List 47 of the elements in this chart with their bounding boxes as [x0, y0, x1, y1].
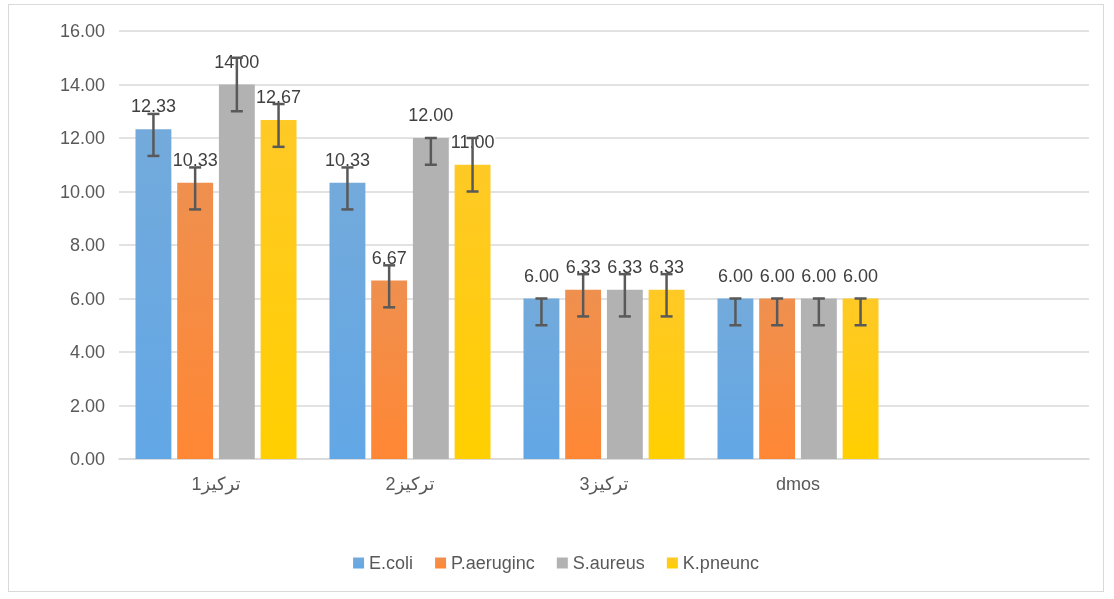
data-label: 6.00	[759, 265, 795, 286]
data-label: 6.00	[843, 265, 879, 286]
data-label: 6.33	[565, 256, 601, 277]
data-label: 6.67	[371, 247, 407, 268]
x-tick-label: تركيز1	[191, 474, 241, 495]
x-tick-label: dmos	[775, 474, 821, 494]
bar	[454, 164, 491, 459]
bar	[606, 289, 643, 459]
x-tick-label: تركيز2	[385, 474, 435, 495]
legend-label: P.aeruginc	[451, 553, 535, 573]
data-label: 12.33	[130, 96, 176, 117]
data-label: 12.67	[256, 87, 302, 108]
y-tick-label: 6.00	[69, 288, 105, 309]
x-tick-label: تركيز3	[579, 474, 629, 495]
bar	[648, 289, 685, 459]
bar	[260, 120, 297, 459]
bar	[135, 129, 172, 459]
bar	[800, 298, 837, 459]
bar	[759, 298, 796, 459]
bar	[329, 182, 366, 459]
bar	[177, 182, 214, 459]
bar	[218, 84, 255, 459]
data-label: 12.00	[408, 105, 454, 125]
y-tick-label: 16.00	[59, 21, 105, 41]
data-label: 6.33	[649, 256, 685, 277]
bar	[412, 138, 449, 459]
bar	[717, 298, 754, 459]
data-label: 6.00	[801, 265, 837, 286]
data-label: 10.33	[172, 149, 218, 170]
y-tick-label: 8.00	[69, 235, 105, 255]
y-tick-label: 10.00	[59, 181, 105, 202]
bar	[565, 289, 602, 459]
data-label: 6.00	[523, 265, 559, 286]
data-label: 6.00	[717, 265, 753, 286]
legend-label: K.pneunc	[682, 553, 759, 573]
bar	[842, 298, 879, 459]
y-tick-label: 4.00	[69, 342, 105, 362]
legend-label: S.aureus	[572, 553, 645, 573]
y-tick-label: 2.00	[69, 395, 105, 416]
y-tick-label: 0.00	[69, 449, 105, 469]
legend-label: E.coli	[369, 553, 414, 573]
data-label: 10.33	[324, 149, 370, 170]
bar	[523, 298, 560, 459]
y-tick-label: 14.00	[59, 74, 105, 95]
data-label: 6.33	[607, 256, 643, 277]
bar	[371, 280, 408, 459]
y-tick-label: 12.00	[59, 128, 105, 148]
